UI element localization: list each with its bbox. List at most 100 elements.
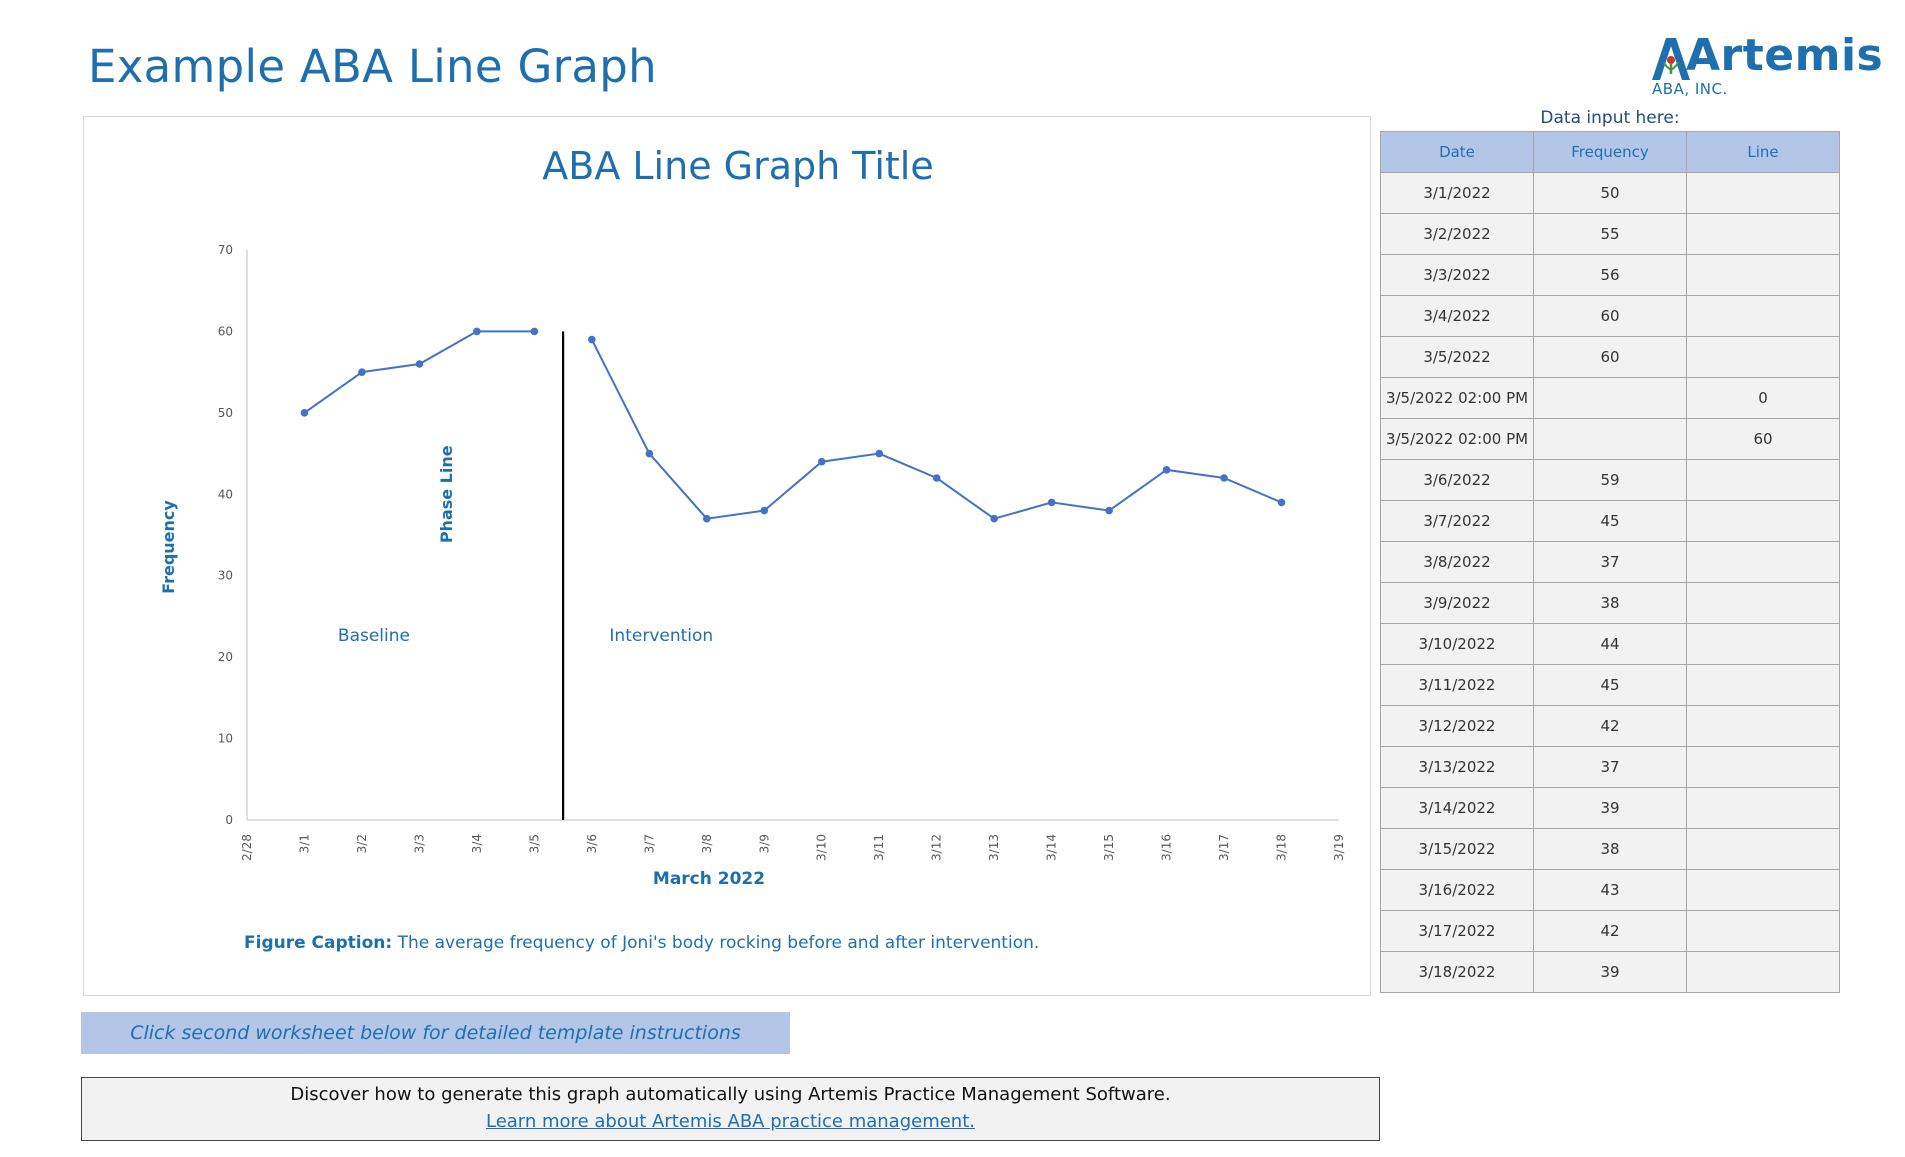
cell-frequency[interactable]: 59 [1533, 459, 1687, 501]
artemis-logo[interactable]: Artemis ABA, INC. [1648, 30, 1883, 100]
cell-line[interactable] [1686, 828, 1840, 870]
data-point[interactable] [1220, 474, 1228, 482]
cell-line[interactable] [1686, 459, 1840, 501]
data-point[interactable] [1105, 506, 1113, 515]
cell-date[interactable]: 3/15/2022 [1380, 828, 1534, 870]
x-tick-label: 3/11 [872, 834, 886, 861]
data-point[interactable] [1277, 498, 1286, 507]
cell-frequency[interactable]: 60 [1533, 295, 1687, 337]
cell-line[interactable]: 60 [1686, 418, 1840, 460]
cell-date[interactable]: 3/5/2022 02:00 PM [1380, 377, 1534, 419]
data-point[interactable] [300, 409, 309, 417]
x-tick-label: 3/2 [355, 834, 369, 853]
cell-frequency[interactable]: 44 [1533, 623, 1687, 665]
cell-line[interactable] [1686, 910, 1840, 952]
chart-title: ABA Line Graph Title [542, 144, 934, 188]
cell-line[interactable] [1686, 951, 1840, 993]
cell-frequency[interactable] [1533, 418, 1687, 460]
cell-frequency[interactable]: 45 [1533, 500, 1687, 542]
table-row: 3/17/2022 42 [1380, 910, 1840, 952]
cell-date[interactable]: 3/14/2022 [1380, 787, 1534, 829]
table-header-row: Date Frequency Line [1380, 131, 1840, 173]
cell-frequency[interactable]: 43 [1533, 869, 1687, 911]
cell-line[interactable] [1686, 869, 1840, 911]
cell-date[interactable]: 3/5/2022 [1380, 336, 1534, 378]
logo-subtitle: ABA, INC. [1652, 80, 1728, 98]
cell-line[interactable] [1686, 623, 1840, 665]
cell-line[interactable] [1686, 541, 1840, 583]
cell-date[interactable]: 3/16/2022 [1380, 869, 1534, 911]
cell-date[interactable]: 3/3/2022 [1380, 254, 1534, 296]
cell-frequency[interactable]: 39 [1533, 787, 1687, 829]
cell-date[interactable]: 3/7/2022 [1380, 500, 1534, 542]
cell-line[interactable] [1686, 254, 1840, 296]
cell-line[interactable] [1686, 500, 1840, 542]
cell-frequency[interactable]: 42 [1533, 910, 1687, 952]
table-row: 3/5/2022 02:00 PM 0 [1380, 377, 1840, 419]
cell-line[interactable] [1686, 172, 1840, 214]
cell-frequency[interactable]: 50 [1533, 172, 1687, 214]
cell-line[interactable] [1686, 746, 1840, 788]
data-point[interactable] [415, 360, 424, 368]
cell-date[interactable]: 3/13/2022 [1380, 746, 1534, 788]
data-point[interactable] [1047, 498, 1056, 507]
cell-date[interactable]: 3/6/2022 [1380, 459, 1534, 501]
cell-date[interactable]: 3/12/2022 [1380, 705, 1534, 747]
intervention-label: Intervention [609, 626, 713, 646]
data-point[interactable] [990, 514, 998, 523]
data-point[interactable] [588, 335, 596, 344]
cell-frequency[interactable]: 56 [1533, 254, 1687, 296]
cell-line[interactable] [1686, 664, 1840, 706]
cell-frequency[interactable]: 37 [1533, 746, 1687, 788]
header-line[interactable]: Line [1686, 131, 1840, 173]
cell-date[interactable]: 3/17/2022 [1380, 910, 1534, 952]
instructions-banner[interactable]: Click second worksheet below for detaile… [81, 1012, 790, 1054]
x-tick-label: 3/6 [585, 834, 599, 853]
cell-line[interactable] [1686, 705, 1840, 747]
chart-area[interactable]: ABA Line Graph Title 0 10 20 30 40 50 60 70 2/28 3… [83, 116, 1371, 996]
cell-date[interactable]: 3/11/2022 [1380, 664, 1534, 706]
cell-line[interactable]: 0 [1686, 377, 1840, 419]
cell-line[interactable] [1686, 295, 1840, 337]
cell-frequency[interactable]: 60 [1533, 336, 1687, 378]
data-point[interactable] [760, 506, 769, 515]
cell-date[interactable]: 3/1/2022 [1380, 172, 1534, 214]
cell-line[interactable] [1686, 336, 1840, 378]
header-frequency[interactable]: Frequency [1533, 131, 1687, 173]
data-point[interactable] [645, 449, 654, 458]
data-point[interactable] [473, 327, 481, 336]
cell-date[interactable]: 3/5/2022 02:00 PM [1380, 418, 1534, 460]
cell-line[interactable] [1686, 213, 1840, 255]
cell-date[interactable]: 3/4/2022 [1380, 295, 1534, 337]
cell-frequency[interactable]: 45 [1533, 664, 1687, 706]
x-tick-label: 2/28 [240, 834, 254, 861]
cell-frequency[interactable]: 38 [1533, 582, 1687, 624]
cell-frequency[interactable]: 39 [1533, 951, 1687, 993]
cell-date[interactable]: 3/9/2022 [1380, 582, 1534, 624]
cell-line[interactable] [1686, 582, 1840, 624]
cell-date[interactable]: 3/8/2022 [1380, 541, 1534, 583]
cell-date[interactable]: 3/18/2022 [1380, 951, 1534, 993]
x-tick-label: 3/1 [297, 834, 311, 853]
cell-frequency[interactable]: 55 [1533, 213, 1687, 255]
cell-frequency[interactable]: 37 [1533, 541, 1687, 583]
cell-frequency[interactable]: 42 [1533, 705, 1687, 747]
table-row: 3/16/2022 43 [1380, 869, 1840, 911]
figure-caption: Figure Caption: The average frequency of… [244, 933, 1039, 953]
promo-link[interactable]: Learn more about Artemis ABA practice ma… [485, 1111, 975, 1132]
data-point[interactable] [932, 474, 941, 482]
cell-date[interactable]: 3/2/2022 [1380, 213, 1534, 255]
header-date[interactable]: Date [1380, 131, 1534, 173]
data-point[interactable] [358, 368, 366, 376]
data-point[interactable] [875, 449, 884, 458]
cell-line[interactable] [1686, 787, 1840, 829]
data-point[interactable] [530, 327, 539, 336]
cell-frequency[interactable] [1533, 377, 1687, 419]
data-point[interactable] [702, 514, 711, 523]
data-point[interactable] [1162, 466, 1171, 474]
cell-frequency[interactable]: 38 [1533, 828, 1687, 870]
promo-text: Discover how to generate this graph auto… [290, 1084, 1171, 1105]
series-line-segment-1 [303, 330, 535, 414]
data-point[interactable] [817, 457, 826, 466]
cell-date[interactable]: 3/10/2022 [1380, 623, 1534, 665]
